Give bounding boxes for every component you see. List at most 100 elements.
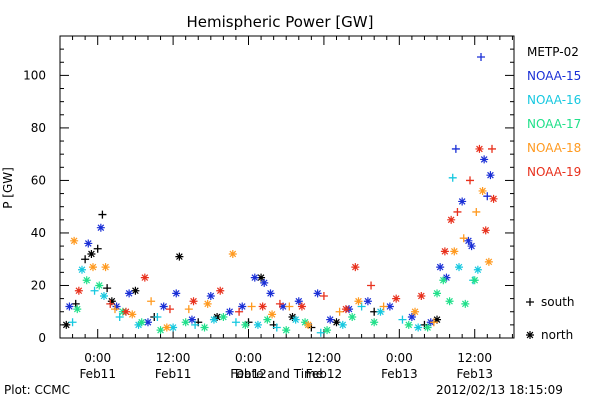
point-north	[189, 297, 198, 306]
x-tick-label-time: 12:00	[156, 351, 191, 365]
point-north	[77, 265, 86, 274]
point-north	[458, 197, 467, 206]
point-north	[363, 297, 372, 306]
point-south	[316, 328, 325, 337]
point-north	[84, 239, 93, 248]
point-north	[297, 302, 306, 311]
x-tick-label-time: 12:00	[457, 351, 492, 365]
point-south	[90, 286, 99, 295]
point-south	[81, 255, 90, 264]
point-north	[257, 273, 266, 282]
point-north	[348, 312, 357, 321]
point-north	[447, 215, 456, 224]
point-north	[354, 297, 363, 306]
point-south	[98, 210, 107, 219]
point-north	[112, 302, 121, 311]
point-north	[238, 302, 247, 311]
point-south	[93, 244, 102, 253]
point-north	[206, 291, 215, 300]
point-south	[472, 207, 481, 216]
legend: METP-02 NOAA-15 NOAA-16 NOAA-17 NOAA-18 NOAA-…	[526, 45, 581, 342]
legend-entry: NOAA-15	[527, 69, 581, 83]
point-north	[478, 186, 487, 195]
point-north	[162, 323, 171, 332]
point-north	[338, 320, 347, 329]
point-north	[481, 226, 490, 235]
point-north	[423, 323, 432, 332]
point-north	[137, 318, 146, 327]
x-tick-label-date: Feb13	[381, 367, 418, 381]
legend-entry: NOAA-17	[527, 117, 581, 131]
x-tick-label-time: 0:00	[235, 351, 262, 365]
point-south	[477, 53, 486, 62]
point-south	[379, 302, 388, 311]
point-north	[486, 171, 495, 180]
point-north	[125, 289, 134, 298]
x-tick-label-date: Feb13	[456, 367, 493, 381]
point-south	[231, 318, 240, 327]
point-north	[455, 263, 464, 272]
legend-entry: NOAA-16	[527, 93, 581, 107]
point-south	[147, 297, 156, 306]
footer-credit: Plot: CCMC	[4, 383, 70, 397]
point-north	[70, 236, 79, 245]
point-north	[439, 276, 448, 285]
y-tick-label: 0	[38, 331, 46, 345]
point-north	[175, 252, 184, 261]
point-north	[200, 323, 209, 332]
point-north	[475, 144, 484, 153]
x-tick-label-date: Feb12	[306, 367, 343, 381]
point-north	[253, 320, 262, 329]
point-north	[313, 289, 322, 298]
point-south	[448, 173, 457, 182]
point-north	[484, 257, 493, 266]
point-south	[319, 291, 328, 300]
point-north	[385, 302, 394, 311]
point-south	[466, 176, 475, 185]
point-south	[459, 234, 468, 243]
point-south	[153, 312, 162, 321]
point-south	[106, 299, 115, 308]
plot-frame	[59, 35, 515, 339]
point-north	[392, 294, 401, 303]
point-north	[411, 307, 420, 316]
axis-ticks	[59, 35, 514, 339]
point-north	[433, 289, 442, 298]
legend-entry: METP-02	[527, 45, 579, 59]
point-north	[65, 302, 74, 311]
point-north	[332, 318, 341, 327]
point-north	[464, 236, 473, 245]
point-north	[526, 331, 534, 339]
point-south	[272, 323, 281, 332]
x-tick-label-date: Feb11	[155, 367, 192, 381]
point-north	[96, 223, 105, 232]
point-north	[376, 307, 385, 316]
point-north	[121, 307, 130, 316]
y-tick-labels: 0 20 40 60 80 100	[23, 68, 46, 345]
point-north	[417, 291, 426, 300]
point-south	[235, 307, 244, 316]
footer-timestamp: 2012/02/13 18:15:09	[436, 383, 563, 397]
point-north	[263, 315, 272, 324]
point-north	[131, 286, 140, 295]
y-tick-label: 60	[31, 173, 46, 187]
point-north	[470, 276, 479, 285]
point-north	[268, 310, 277, 319]
point-north	[250, 273, 259, 282]
point-north	[370, 318, 379, 327]
point-north	[225, 307, 234, 316]
point-north	[467, 242, 476, 251]
point-north	[407, 312, 416, 321]
point-north	[260, 278, 269, 287]
y-tick-label: 100	[23, 68, 46, 82]
point-north	[62, 320, 71, 329]
point-north	[294, 297, 303, 306]
point-north	[87, 249, 96, 258]
point-north	[159, 302, 168, 311]
point-north	[156, 326, 165, 335]
marker-legend-label: north	[541, 328, 573, 342]
point-north	[414, 323, 423, 332]
point-north	[279, 302, 288, 311]
x-tick-label-time: 0:00	[84, 351, 111, 365]
point-south	[165, 305, 174, 314]
